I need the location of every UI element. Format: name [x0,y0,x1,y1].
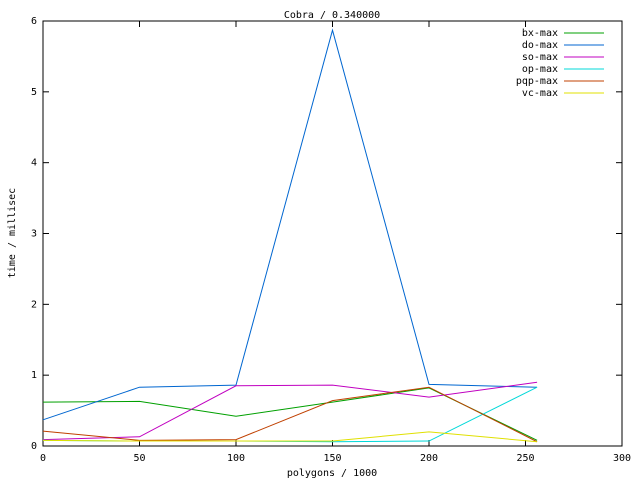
y-tick-label: 2 [31,299,37,310]
x-tick-label: 100 [227,453,245,464]
y-tick-label: 5 [31,87,37,98]
series-line [42,431,538,443]
y-tick-label: 1 [31,370,37,381]
series-line [42,28,538,421]
x-tick-label: 0 [40,453,46,464]
y-tick-label: 0 [31,441,37,452]
series-line [42,386,538,443]
x-tick-label: 50 [133,453,145,464]
x-axis-label: polygons / 1000 [287,468,377,479]
y-tick-label: 3 [31,229,37,240]
chart-title: Cobra / 0.340000 [284,10,380,21]
series-line [42,386,538,443]
x-tick-label: 200 [420,453,438,464]
series-line [42,381,538,441]
legend-label: vc-max [522,88,558,99]
series-line [42,387,538,441]
legend-label: op-max [522,64,558,75]
legend-label: so-max [522,52,558,63]
x-tick-label: 300 [613,453,631,464]
legend-label: do-max [522,40,558,51]
y-axis-label: time / millisec [7,188,18,278]
legend-label: bx-max [522,28,558,39]
y-tick-label: 4 [31,158,37,169]
y-tick-label: 6 [31,16,37,27]
x-tick-label: 150 [323,453,341,464]
legend-label: pqp-max [516,76,558,87]
x-tick-label: 250 [516,453,534,464]
